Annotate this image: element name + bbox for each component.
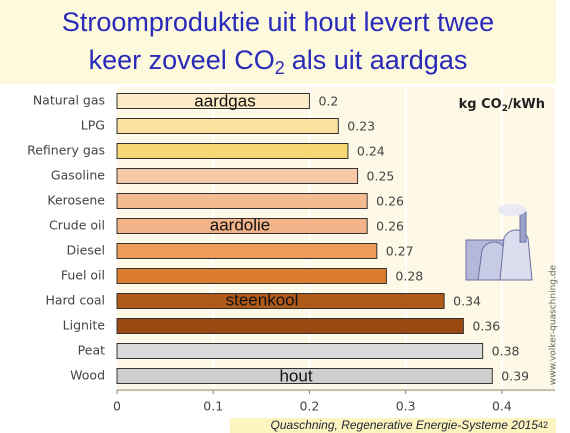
y-tick-label: Lignite	[63, 318, 106, 333]
y-tick-label: Wood	[70, 368, 105, 383]
source: Quaschning, Regenerative Energie-Systeme…	[270, 418, 548, 432]
x-tick-label: 0.1	[203, 399, 223, 414]
chart: Stroomproduktie uit hout levert twee kee…	[0, 0, 570, 433]
bar	[117, 144, 348, 159]
y-tick-label: Gasoline	[51, 168, 105, 183]
bar	[117, 269, 386, 284]
source-text: Quaschning, Regenerative Energie-Systeme…	[270, 418, 538, 432]
value-label: 0.34	[453, 294, 481, 309]
y-tick-label: Hard coal	[45, 293, 105, 308]
x-tick-label: 0.4	[492, 399, 512, 414]
value-label: 0.25	[367, 169, 395, 184]
bar	[117, 194, 367, 209]
annotation: aardgas	[194, 91, 255, 110]
value-label: 0.26	[376, 219, 404, 234]
annotation: hout	[279, 366, 312, 385]
value-label: 0.2	[318, 94, 338, 109]
y-tick-label: Fuel oil	[61, 268, 105, 283]
y-tick-label: Diesel	[67, 243, 105, 258]
page-number: 42	[538, 420, 548, 430]
y-tick-label: Crude oil	[49, 218, 105, 233]
bar	[117, 119, 338, 134]
title-line: Stroomproduktie uit hout levert twee	[62, 7, 494, 37]
annotation: aardolie	[210, 215, 271, 234]
bar	[117, 344, 483, 359]
bar	[117, 319, 463, 334]
value-label: 0.39	[501, 369, 529, 384]
title-part: keer zoveel CO	[89, 45, 275, 75]
y-tick-label: Refinery gas	[27, 143, 105, 158]
bar	[117, 169, 358, 184]
y-tick-label: LPG	[81, 118, 105, 133]
value-label: 0.38	[492, 344, 520, 359]
y-tick-label: Peat	[78, 343, 105, 358]
y-tick-label: Kerosene	[47, 193, 105, 208]
unit-part: /kWh	[508, 97, 545, 112]
x-tick-label: 0	[113, 399, 121, 414]
value-label: 0.23	[347, 119, 375, 134]
value-label: 0.27	[386, 244, 414, 259]
value-label: 0.24	[357, 144, 385, 159]
y-tick-label: Natural gas	[33, 93, 105, 108]
title-part: als uit aardgas	[292, 45, 468, 75]
annotation: steenkool	[226, 290, 299, 309]
value-label: 0.26	[376, 194, 404, 209]
x-tick-label: 0.3	[396, 399, 416, 414]
watermark: www.volker-quaschning.de	[549, 264, 559, 385]
x-tick-label: 0.2	[299, 399, 319, 414]
title-subscript: 2	[275, 58, 285, 78]
value-label: 0.28	[395, 269, 423, 284]
unit-part: kg CO	[459, 97, 502, 112]
bar	[117, 244, 377, 259]
value-label: 0.36	[472, 319, 500, 334]
